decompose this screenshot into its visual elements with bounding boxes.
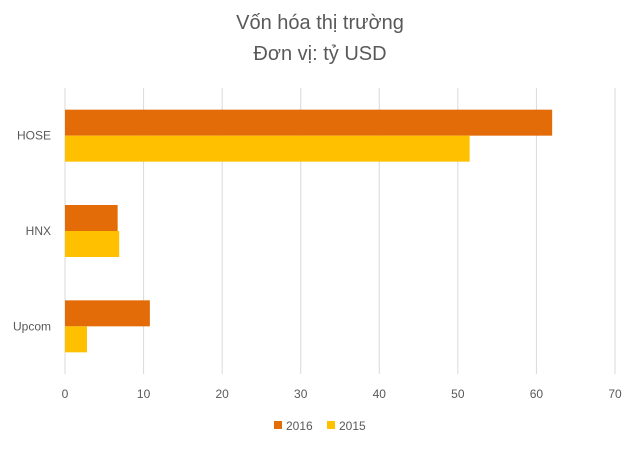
bar-2016-Upcom (65, 300, 150, 327)
chart-subtitle: Đơn vị: tỷ USD (253, 43, 386, 65)
x-tick-label: 50 (451, 387, 465, 401)
x-tick-label: 40 (373, 387, 387, 401)
legend-swatch-2015 (327, 421, 335, 429)
x-tick-label: 70 (608, 387, 622, 401)
x-tick-label: 10 (137, 387, 151, 401)
legend-label-2016: 2016 (286, 419, 313, 433)
bar-2016-HOSE (65, 109, 553, 136)
y-axis-labels: HOSE HNX Upcom (13, 129, 51, 334)
y-tick-label: Upcom (13, 319, 51, 333)
x-tick-label: 20 (215, 387, 229, 401)
bar-2015-HOSE (65, 135, 470, 162)
bar-2015-HNX (65, 231, 120, 257)
x-tick-label: 60 (530, 387, 544, 401)
bar-2016-HNX (65, 205, 118, 231)
legend-label-2015: 2015 (339, 419, 366, 433)
legend-swatch-2016 (274, 421, 282, 429)
legend: 2016 2015 (274, 419, 366, 433)
chart-title: Vốn hóa thị trường (236, 12, 404, 34)
y-tick-label: HNX (26, 224, 51, 238)
bars (65, 109, 553, 353)
x-tick-label: 0 (62, 387, 69, 401)
bar-2015-Upcom (65, 326, 87, 353)
x-axis-labels: 0 10 20 30 40 50 60 70 (62, 387, 622, 401)
y-tick-label: HOSE (17, 129, 51, 143)
x-tick-label: 30 (294, 387, 308, 401)
